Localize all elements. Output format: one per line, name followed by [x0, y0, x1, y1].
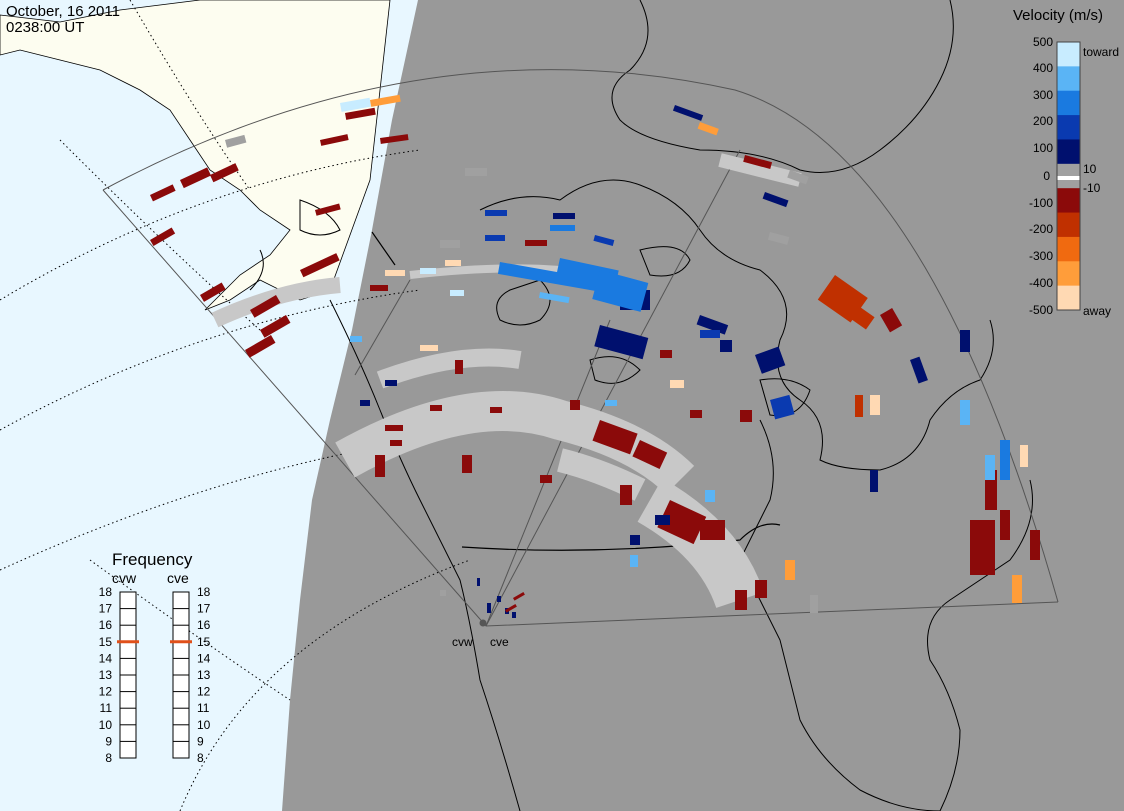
night-shading	[282, 0, 1124, 811]
colorbar-zero-band	[1057, 176, 1080, 180]
station-label-west: cvw	[452, 635, 473, 649]
colorbar-tick-label: 100	[1033, 141, 1053, 155]
frequency-tick-label: 15	[99, 635, 113, 649]
colorbar-tick-label: -10	[1083, 181, 1101, 195]
frequency-tick-label: 12	[99, 685, 113, 699]
frequency-tick-label: 13	[197, 668, 211, 682]
colorbar-tick-label: -500	[1029, 303, 1053, 317]
colorbar-block	[1057, 42, 1080, 67]
toward-label: toward	[1083, 45, 1119, 59]
frequency-title: Frequency	[112, 550, 193, 569]
frequency-tick-label: 14	[99, 651, 113, 665]
frequency-panel: Frequency cvw cve 18 17 16 15 14 13 12 11 10 9 8 18…	[99, 550, 211, 765]
colorbar-block	[1057, 285, 1080, 311]
coastlines	[249, 0, 1033, 811]
colorbar-tick-label: 300	[1033, 88, 1053, 102]
frequency-tick-label: 9	[197, 734, 204, 748]
frequency-tick-label: 8	[197, 751, 204, 765]
frequency-tick-label: 18	[197, 585, 211, 599]
colorbar-tick-label: -100	[1029, 196, 1053, 210]
velocity-cells	[150, 94, 1040, 618]
frequency-tick-label: 16	[197, 618, 211, 632]
colorbar-tick-label: 10	[1083, 162, 1097, 176]
colorbar-block	[1057, 139, 1080, 165]
frequency-tick-label: 13	[99, 668, 113, 682]
frequency-tick-label: 17	[99, 602, 113, 616]
frequency-tick-label: 8	[105, 751, 112, 765]
colorbar-block	[1057, 90, 1080, 116]
colorbar-tick-label: 200	[1033, 114, 1053, 128]
frequency-tick-label: 18	[99, 585, 113, 599]
radar-sites: cvw cve	[452, 619, 509, 649]
frequency-tick-label: 14	[197, 651, 211, 665]
frequency-tick-label: 11	[197, 701, 210, 715]
frequency-tick-label: 15	[197, 635, 211, 649]
colorbar-tick-label: 0	[1043, 169, 1050, 183]
frequency-west-label: cvw	[112, 570, 137, 586]
colorbar-tick-label: 500	[1033, 35, 1053, 49]
colorbar-block	[1057, 115, 1080, 140]
colorbar-block	[1057, 212, 1080, 238]
colorbar-block	[1057, 188, 1080, 214]
colorbar-gradient	[1057, 42, 1080, 311]
frequency-tick-label: 10	[99, 718, 113, 732]
time-label: 0238:00 UT	[6, 19, 84, 36]
frequency-tick-label: 16	[99, 618, 113, 632]
frequency-tick-label: 11	[100, 701, 113, 715]
colorbar-block	[1057, 261, 1080, 287]
colorbar-tick-label: -300	[1029, 249, 1053, 263]
frequency-tick-label: 12	[197, 685, 211, 699]
velocity-colorbar: Velocity (m/s) 500400300200100100-10-100…	[1013, 7, 1119, 318]
frequency-tick-label: 10	[197, 718, 211, 732]
date-label: October, 16 2011	[6, 3, 120, 20]
radar-field-of-view	[102, 69, 1059, 627]
away-label: away	[1083, 304, 1111, 318]
alaska-land	[0, 0, 391, 311]
colorbar-tick-label: -200	[1029, 222, 1053, 236]
frequency-tick-label: 17	[197, 602, 211, 616]
colorbar-block	[1057, 66, 1080, 92]
colorbar-title: Velocity (m/s)	[1013, 7, 1103, 24]
colorbar-block	[1057, 236, 1080, 262]
colorbar-tick-label: 400	[1033, 61, 1053, 75]
frequency-tick-label: 9	[105, 734, 112, 748]
colorbar-tick-label: -400	[1029, 276, 1053, 290]
frequency-east-label: cve	[167, 570, 189, 586]
station-label-east: cve	[490, 635, 509, 649]
radar-site-marker	[479, 619, 487, 627]
